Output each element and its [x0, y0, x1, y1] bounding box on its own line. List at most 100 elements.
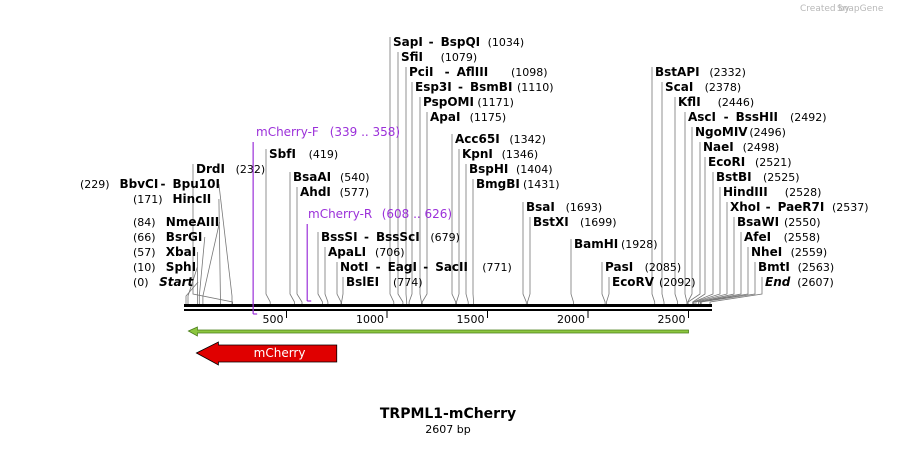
site-pasi[interactable]: PasI(2085): [605, 260, 681, 274]
site-separator: -: [429, 35, 434, 49]
site-esp3i-bsmbi[interactable]: Esp3I-BsmBI(1110): [415, 80, 554, 94]
site-ngomiv-name: NgoMIV: [695, 125, 748, 139]
site-apai[interactable]: ApaI(1175): [430, 110, 506, 124]
leader-hindiii: [694, 187, 720, 304]
site-xhoi-paer7i[interactable]: XhoI-PaeR7I(2537): [730, 200, 869, 214]
site-afei[interactable]: AfeI(2558): [744, 230, 820, 244]
site-bmgbi[interactable]: BmgBI(1431): [476, 177, 560, 191]
site-bamhi[interactable]: BamHI(1928): [574, 237, 658, 251]
site-sapi-bspqi-position: (1034): [488, 36, 525, 49]
site-acc65i[interactable]: Acc65I(1342): [455, 132, 546, 146]
site-ahdi[interactable]: AhdI(577): [300, 185, 369, 199]
site-xbai-position: (57): [133, 246, 156, 259]
site-pcii-name: PciI: [409, 65, 434, 79]
site-drdi[interactable]: DrdI(232): [196, 162, 265, 176]
site-kpni[interactable]: KpnI(1346): [462, 147, 538, 161]
site-bsrgi-name: BsrGI: [166, 230, 203, 244]
leader-bsrgi: [199, 237, 205, 304]
site-sapi-bspqi[interactable]: SapI-BspQI(1034): [393, 35, 524, 49]
site-bslei-name: BslEI: [346, 275, 379, 289]
site-xbai[interactable]: (57)XbaI: [133, 245, 196, 259]
site-hincii-name: HincII: [173, 192, 212, 206]
site-acc65i-name: Acc65I: [455, 132, 500, 146]
feature-mcherry[interactable]: mCherry: [196, 342, 336, 365]
site-bbvci-bpu10i[interactable]: (229) BbvCI-Bpu10I: [80, 177, 220, 191]
site-bsmbi-name: BsmBI: [470, 80, 512, 94]
site-apali[interactable]: ApaLI(706): [328, 245, 405, 259]
site-pasi-position: (2085): [645, 261, 682, 274]
site-bpu10i-name: Bpu10I: [173, 177, 220, 191]
primer-range: (608 .. 626): [382, 207, 452, 221]
site-esp3i-name: Esp3I: [415, 80, 452, 94]
site-bsphi-position: (1404): [516, 163, 553, 176]
site-bsphi-name: BspHI: [469, 162, 508, 176]
leader-ahdi: [297, 187, 302, 304]
site-naei[interactable]: NaeI(2498): [703, 140, 779, 154]
leader-kpni: [457, 149, 460, 304]
site-hincii[interactable]: (171)HincII: [133, 192, 211, 206]
primer-range: (339 .. 358): [330, 125, 400, 139]
site-bsssci-name: BssScI: [376, 230, 420, 244]
site-pcii-afliii[interactable]: PciI-AflIII(1098): [409, 65, 548, 79]
site-sbfi[interactable]: SbfI(419): [269, 147, 338, 161]
site-separator: -: [161, 177, 166, 191]
site-separator: -: [376, 260, 381, 274]
backbone-bottom-strand: [184, 309, 712, 311]
site-bsaai[interactable]: BsaAI(540): [293, 170, 370, 184]
site-nhei-position: (2559): [791, 246, 828, 259]
site-noti-eagi-sacii[interactable]: NotI-EagI-SacII(771): [340, 260, 512, 274]
site-ngomiv[interactable]: NgoMIV(2496): [695, 125, 786, 139]
site-xhoi-name: XhoI: [730, 200, 761, 214]
site-separator: -: [458, 80, 463, 94]
site-bmti[interactable]: BmtI(2563): [758, 260, 834, 274]
site-ecori[interactable]: EcoRI(2521): [708, 155, 792, 169]
site-bsssi-bsssci[interactable]: BssSI-BssScI(679): [321, 230, 460, 244]
site-drdi-name: DrdI: [196, 162, 225, 176]
site-start-name: Start: [159, 275, 194, 289]
site-kfli-name: KflI: [678, 95, 701, 109]
site-nmeaiii[interactable]: (84)NmeAIII: [133, 215, 219, 229]
leader-sbfi: [266, 149, 270, 304]
site-bsai[interactable]: BsaI(1693): [526, 200, 602, 214]
site-bsawi[interactable]: BsaWI(2550): [737, 215, 821, 229]
brand: Created by SnapGene: [800, 4, 884, 14]
primer-name: mCherry-R: [308, 207, 372, 221]
site-hindiii[interactable]: HindIII (2528): [723, 185, 821, 199]
site-hindiii-position: (2528): [785, 186, 822, 199]
site-end-name: End: [765, 275, 791, 289]
site-bspqi-name: BspQI: [441, 35, 481, 49]
site-paer7i-name: PaeR7I: [778, 200, 825, 214]
leader-bmgbi: [473, 179, 474, 304]
site-scai-position: (2378): [705, 81, 742, 94]
site-sphi-position: (10): [133, 261, 156, 274]
site-bstapi[interactable]: BstAPI(2332): [655, 65, 746, 79]
site-sacii-name: SacII: [435, 260, 468, 274]
leader-bstxi: [528, 217, 531, 304]
site-kpni-position: (1346): [502, 148, 539, 161]
site-sfii[interactable]: SfiI(1079): [401, 50, 477, 64]
site-bstbi[interactable]: BstBI(2525): [716, 170, 800, 184]
site-scai[interactable]: ScaI(2378): [665, 80, 741, 94]
site-nhei[interactable]: NheI(2559): [751, 245, 827, 259]
site-eagi-name: EagI: [388, 260, 417, 274]
site-ecorv-name: EcoRV: [612, 275, 655, 289]
site-bbvci-bpu10i-position: (229): [80, 178, 110, 191]
site-hindiii-name: HindIII: [723, 185, 768, 199]
site-bslei[interactable]: BslEI(774): [346, 275, 423, 289]
site-bbvci-name: BbvCI: [120, 177, 159, 191]
site-sphi[interactable]: (10)SphI: [133, 260, 196, 274]
site-bsrgi-position: (66): [133, 231, 156, 244]
site-asci-bsshii[interactable]: AscI-BssHII(2492): [688, 110, 827, 124]
site-bsrgi[interactable]: (66) BsrGI: [133, 230, 202, 244]
site-pspomi[interactable]: PspOMI(1171): [423, 95, 514, 109]
site-bsphi[interactable]: BspHI (1404): [469, 162, 553, 176]
site-kfli[interactable]: KflI(2446): [678, 95, 754, 109]
site-bstxi[interactable]: BstXI(1699): [533, 215, 617, 229]
tick-label: 1500: [456, 313, 484, 326]
site-end[interactable]: End(2607): [765, 275, 834, 289]
site-afei-name: AfeI: [744, 230, 771, 244]
site-start[interactable]: (0)Start: [133, 275, 194, 289]
site-ecori-position: (2521): [755, 156, 792, 169]
site-afliii-name: AflIII: [457, 65, 489, 79]
site-ecorv[interactable]: EcoRV(2092): [612, 275, 696, 289]
